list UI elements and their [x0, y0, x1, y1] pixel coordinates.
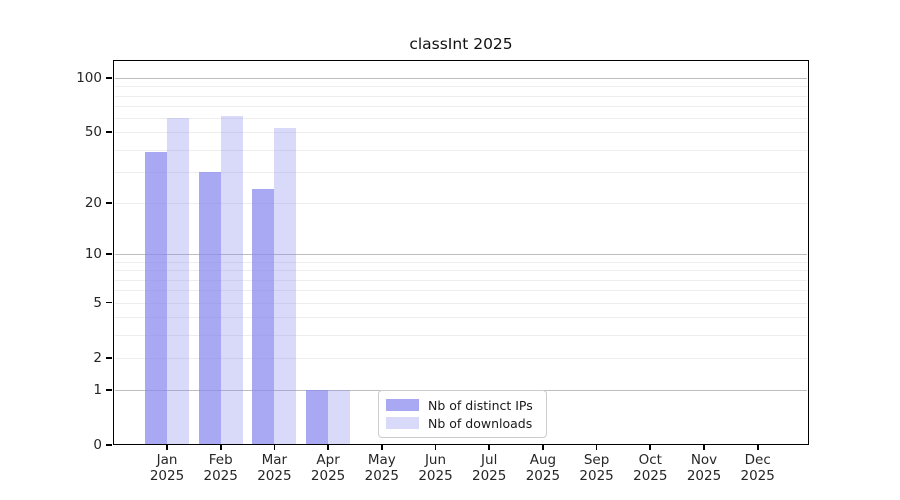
legend: Nb of distinct IPs Nb of downloads: [378, 390, 547, 438]
bar-apr-downloads: [328, 389, 351, 444]
x-tick-label-jun: Jun 2025: [418, 452, 453, 484]
gridline-minor-70: [115, 106, 807, 108]
legend-swatch-distinct-ips: [386, 399, 419, 411]
gridline-minor-6: [115, 290, 807, 292]
gridline-minor-30: [115, 171, 807, 173]
x-tick-jan: [166, 445, 168, 450]
y-tick-label-10: 10: [84, 246, 102, 263]
y-tick-label-100: 100: [76, 70, 102, 86]
gridline-minor-7: [115, 279, 807, 281]
x-tick-label-nov: Nov 2025: [686, 452, 722, 484]
x-tick-nov: [703, 445, 705, 450]
bar-feb-distinct-ips: [198, 171, 221, 444]
gridline-minor-4: [115, 317, 807, 319]
x-tick-apr: [327, 445, 329, 450]
bar-mar-distinct-ips: [252, 189, 275, 444]
gridline-minor-3: [115, 334, 807, 336]
bar-mar-downloads: [274, 127, 297, 444]
gridline-minor-40: [115, 149, 807, 151]
bar-jan-downloads: [167, 118, 189, 444]
y-tick-0: [106, 444, 112, 446]
y-tick-20: [106, 201, 112, 204]
x-tick-oct: [649, 445, 652, 450]
x-tick-label-feb: Feb 2025: [203, 452, 238, 484]
bar-jan-distinct-ips: [145, 151, 167, 444]
x-tick-may: [380, 445, 383, 450]
y-tick-5: [106, 301, 112, 304]
y-tick-label-5: 5: [93, 294, 102, 311]
gridline-minor-50: [115, 132, 807, 134]
x-tick-label-sep: Sep 2025: [579, 452, 614, 484]
x-tick-label-dec: Dec 2025: [740, 452, 775, 484]
x-tick-aug: [542, 445, 544, 450]
gridline-minor-5: [115, 302, 807, 304]
x-tick-label-jan: Jan 2025: [149, 452, 185, 484]
x-tick-label-aug: Aug 2025: [525, 452, 561, 484]
y-tick-2: [106, 356, 112, 359]
gridline-minor-8: [115, 270, 807, 272]
y-tick-label-1: 1: [93, 381, 102, 398]
y-tick-label-2: 2: [93, 349, 102, 366]
x-tick-mar: [273, 445, 276, 450]
x-tick-feb: [219, 445, 222, 450]
x-tick-label-mar: Mar 2025: [257, 452, 292, 484]
gridline-minor-90: [115, 86, 807, 88]
y-tick-50: [106, 131, 112, 134]
x-tick-jul: [488, 445, 491, 450]
y-tick-label-50: 50: [84, 124, 102, 141]
legend-entry-distinct-ips: Nb of distinct IPs: [386, 398, 539, 413]
x-tick-label-oct: Oct 2025: [633, 452, 668, 484]
bar-feb-downloads: [220, 115, 243, 444]
gridline-minor-80: [115, 95, 807, 97]
gridline-minor-20: [115, 202, 807, 204]
chart-title: classInt 2025: [409, 35, 513, 53]
gridline-minor-2: [115, 357, 807, 359]
legend-entry-downloads: Nb of downloads: [386, 416, 539, 431]
y-tick-1: [106, 388, 112, 391]
x-tick-label-jul: Jul 2025: [472, 452, 507, 484]
gridline-major-100: [115, 78, 807, 79]
x-tick-label-apr: Apr 2025: [310, 452, 346, 484]
gridline-minor-60: [115, 118, 807, 120]
gridline-major-10: [115, 254, 807, 256]
bar-apr-distinct-ips: [306, 389, 329, 444]
y-tick-10: [106, 253, 112, 256]
x-tick-jun: [434, 445, 437, 450]
legend-label-downloads: Nb of downloads: [428, 415, 533, 431]
legend-swatch-downloads: [386, 417, 419, 429]
x-tick-label-may: May 2025: [364, 452, 399, 484]
legend-label-distinct-ips: Nb of distinct IPs: [428, 397, 533, 413]
y-tick-label-0: 0: [93, 437, 102, 453]
x-tick-sep: [595, 445, 598, 450]
y-tick-label-20: 20: [84, 194, 102, 211]
gridline-minor-9: [115, 261, 807, 263]
x-tick-dec: [756, 445, 759, 450]
y-tick-100: [106, 77, 112, 79]
